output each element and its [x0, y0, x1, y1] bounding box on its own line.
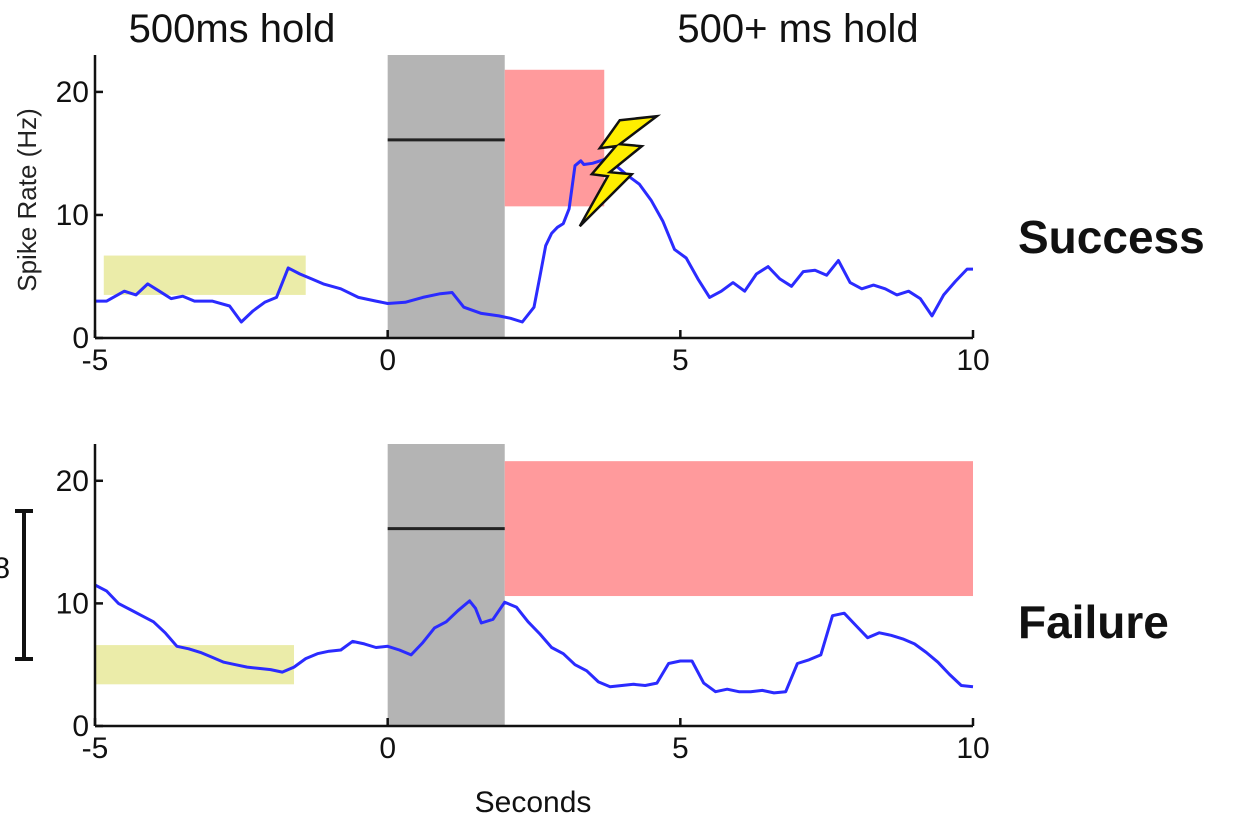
y-tick-label: 10 [56, 199, 89, 232]
x-tick-label: -5 [82, 344, 109, 377]
x-tick-label: -5 [82, 732, 109, 765]
y-tick-label: 20 [56, 465, 89, 498]
x-tick-label: 10 [956, 344, 989, 377]
y-tick-label: 0 [72, 710, 89, 743]
x-tick-label: 5 [672, 344, 689, 377]
x-tick-label: 0 [379, 732, 396, 765]
y-tick-label: 20 [56, 76, 89, 109]
x-tick-label: 5 [672, 732, 689, 765]
x-axis-label: Seconds [475, 786, 592, 819]
header-500plus-ms-hold: 500+ ms hold [677, 7, 918, 51]
y-tick-label: 0 [72, 322, 89, 355]
failure-label: Failure [1018, 596, 1169, 648]
trial-region [387, 55, 505, 338]
x-tick-label: 10 [956, 732, 989, 765]
header-500ms-hold: 500ms hold [129, 7, 336, 51]
y-tick-label: 10 [56, 587, 89, 620]
prehold-region [103, 255, 306, 295]
scale-bar: 8 [0, 509, 33, 661]
stimulation-bolt-icon [578, 114, 662, 228]
x-tick-label: 0 [379, 344, 396, 377]
target-region [504, 461, 973, 597]
y-axis-label: Spike Rate (Hz) [12, 108, 42, 292]
target-region [504, 69, 605, 207]
spike-rate-trace [95, 158, 973, 324]
scale-bar-label: 8 [0, 552, 10, 585]
trial-region [387, 444, 505, 726]
spike-rate-trace [94, 583, 974, 695]
success-label: Success [1018, 211, 1205, 263]
